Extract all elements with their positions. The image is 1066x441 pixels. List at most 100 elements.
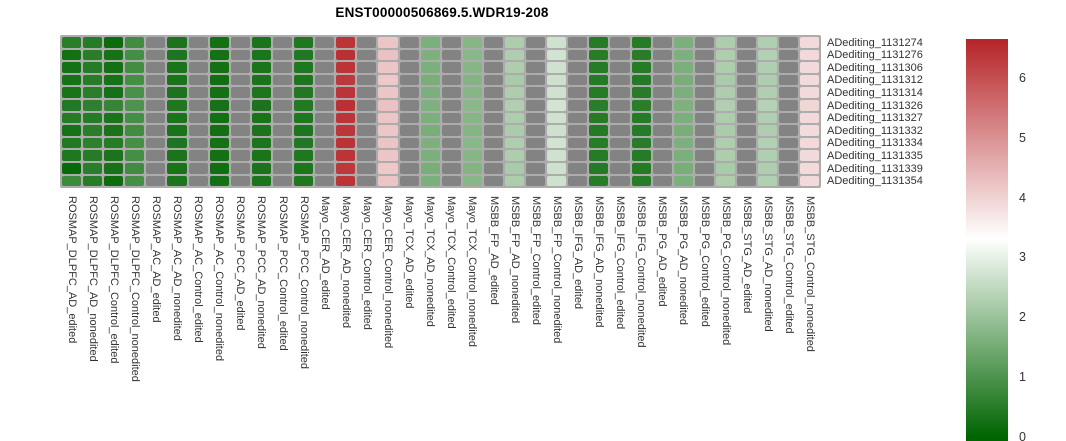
heatmap-cell [251, 112, 271, 124]
heatmap-cell [420, 125, 440, 136]
heatmap-grid [60, 35, 822, 189]
heatmap-cell [315, 49, 335, 61]
heatmap-cell [673, 125, 693, 136]
heatmap-cell [251, 162, 271, 174]
heatmap-cell [526, 37, 546, 48]
heatmap-cell [462, 150, 482, 161]
column-label: MSBB_PG_Control_nonedited [719, 196, 732, 346]
heatmap-cell [209, 125, 229, 136]
heatmap-cell [125, 74, 145, 86]
colorbar-tick-label: 6 [1019, 71, 1026, 85]
heatmap-cell [715, 99, 735, 111]
heatmap-cell [336, 150, 356, 161]
heatmap-cell [694, 112, 714, 124]
heatmap-cell [315, 112, 335, 124]
heatmap-cell [336, 74, 356, 86]
heatmap-cell [694, 49, 714, 61]
heatmap-cell [251, 87, 271, 98]
heatmap-cell [483, 87, 503, 98]
heatmap-cell [779, 37, 799, 48]
heatmap-cell [673, 162, 693, 174]
heatmap-cell [568, 150, 588, 161]
heatmap-cell [251, 150, 271, 161]
heatmap-cell [125, 112, 145, 124]
heatmap-cell [104, 87, 124, 98]
heatmap-cell [715, 37, 735, 48]
heatmap-cell [631, 150, 651, 161]
heatmap-cell [378, 49, 398, 61]
heatmap-cell [188, 175, 208, 187]
heatmap-cell [568, 62, 588, 73]
heatmap-cell [230, 49, 250, 61]
heatmap-cell [737, 150, 757, 161]
heatmap-cell [357, 49, 377, 61]
heatmap-cell [462, 37, 482, 48]
heatmap-cell [758, 37, 778, 48]
heatmap-cell [631, 137, 651, 149]
heatmap-cell [462, 49, 482, 61]
heatmap-cell [610, 162, 630, 174]
heatmap-cell [357, 162, 377, 174]
heatmap-cell [673, 87, 693, 98]
heatmap-cell [673, 112, 693, 124]
column-label: ROSMAP_AC_Control_nonedited [213, 196, 226, 362]
heatmap-cell [188, 37, 208, 48]
heatmap-cell [589, 175, 609, 187]
column-label: Mayo_CER_AD_nonedited [339, 196, 352, 329]
heatmap-cell [399, 87, 419, 98]
heatmap-cell [483, 62, 503, 73]
heatmap-cell [441, 62, 461, 73]
heatmap-cell [547, 112, 567, 124]
heatmap-cell [547, 150, 567, 161]
heatmap-cell [652, 74, 672, 86]
heatmap-cell [188, 125, 208, 136]
heatmap-cell [336, 62, 356, 73]
column-label: MSBB_PG_Control_edited [698, 196, 711, 327]
heatmap-cell [547, 125, 567, 136]
column-label: ROSMAP_PCC_Control_edited [276, 196, 289, 351]
heatmap-cell [800, 49, 820, 61]
heatmap-cell [526, 137, 546, 149]
heatmap-cell [230, 162, 250, 174]
heatmap-cell [800, 37, 820, 48]
heatmap-cell [167, 137, 187, 149]
heatmap-cell [125, 137, 145, 149]
heatmap-cell [62, 137, 82, 149]
heatmap-cell [188, 99, 208, 111]
heatmap-cell [272, 62, 293, 73]
row-label: ADediting_1131326 [827, 99, 923, 112]
colorbar-tick-label: 4 [1019, 190, 1026, 205]
heatmap-cell [83, 74, 103, 86]
heatmap-cell [504, 150, 525, 161]
heatmap-cell [800, 87, 820, 98]
heatmap-cell [230, 150, 250, 161]
heatmap-cell [399, 137, 419, 149]
heatmap-cell [357, 137, 377, 149]
heatmap-cell [547, 87, 567, 98]
heatmap-cell [610, 125, 630, 136]
heatmap-cell [504, 49, 525, 61]
heatmap-cell [357, 150, 377, 161]
heatmap-cell [272, 37, 293, 48]
heatmap-cell [631, 87, 651, 98]
heatmap-cell [483, 112, 503, 124]
heatmap-cell [589, 150, 609, 161]
heatmap-cell [209, 112, 229, 124]
heatmap-cell [146, 137, 166, 149]
heatmap-cell [294, 37, 314, 48]
heatmap-cell [631, 49, 651, 61]
heatmap-cell [589, 37, 609, 48]
heatmap-cell [294, 162, 314, 174]
row-label: ADediting_1131332 [827, 124, 923, 137]
heatmap-cell [694, 87, 714, 98]
heatmap-cell [294, 62, 314, 73]
heatmap-cell [294, 137, 314, 149]
heatmap-cell [146, 125, 166, 136]
heatmap-cell [167, 175, 187, 187]
heatmap-cell [378, 74, 398, 86]
heatmap-cell [125, 49, 145, 61]
heatmap-cell [652, 99, 672, 111]
heatmap-cell [104, 162, 124, 174]
heatmap-cell [568, 137, 588, 149]
